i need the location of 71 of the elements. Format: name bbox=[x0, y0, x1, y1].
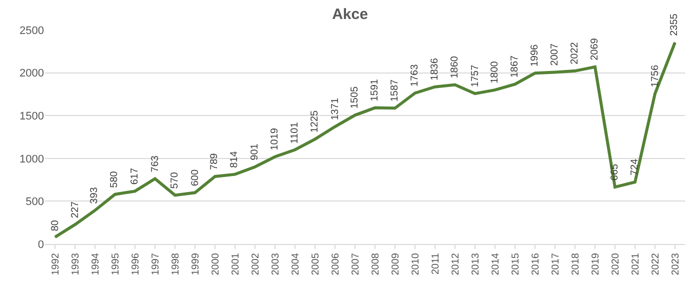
x-tick-label: 1998 bbox=[170, 252, 182, 276]
data-label: 1836 bbox=[430, 58, 441, 80]
data-label: 1860 bbox=[450, 56, 461, 78]
x-tick-label: 2021 bbox=[630, 252, 642, 276]
x-tick-label: 2012 bbox=[450, 252, 462, 276]
x-tick-label: 2018 bbox=[570, 252, 582, 276]
y-tick-label: 1500 bbox=[20, 110, 44, 122]
x-tick-label: 2017 bbox=[550, 252, 562, 276]
y-tick-label: 0 bbox=[38, 238, 44, 251]
x-tick-label: 1995 bbox=[110, 252, 122, 276]
data-label: 1757 bbox=[470, 64, 481, 88]
x-tick-label: 2020 bbox=[610, 252, 622, 276]
data-label: 2355 bbox=[669, 13, 680, 36]
x-tick-label: 1992 bbox=[50, 252, 62, 276]
data-label: 724 bbox=[629, 158, 640, 176]
data-label: 1101 bbox=[289, 122, 300, 144]
data-label: 1587 bbox=[389, 78, 400, 102]
x-tick-label: 2004 bbox=[290, 252, 302, 276]
data-label: 580 bbox=[109, 170, 120, 188]
x-tick-label: 2007 bbox=[350, 252, 362, 276]
data-label: 665 bbox=[609, 163, 620, 181]
data-label: 1996 bbox=[529, 44, 540, 67]
x-tick-label: 1999 bbox=[190, 252, 202, 276]
x-tick-label: 2019 bbox=[590, 252, 602, 276]
data-label: 1225 bbox=[309, 110, 320, 133]
data-label: 617 bbox=[129, 168, 140, 185]
data-label: 763 bbox=[150, 155, 161, 172]
x-tick-label: 2013 bbox=[470, 252, 482, 276]
data-label: 1371 bbox=[330, 97, 341, 120]
x-tick-label: 2022 bbox=[650, 252, 662, 276]
x-tick-label: 2008 bbox=[370, 252, 382, 276]
data-label: 2022 bbox=[570, 42, 581, 64]
x-tick-label: 2000 bbox=[210, 252, 222, 276]
data-label: 1800 bbox=[490, 60, 501, 84]
data-label: 1763 bbox=[409, 64, 420, 87]
data-label: 80 bbox=[50, 220, 61, 232]
x-tick-label: 1994 bbox=[90, 252, 102, 276]
data-label: 1019 bbox=[270, 128, 281, 150]
x-tick-label: 2010 bbox=[410, 252, 422, 276]
x-tick-label: 1997 bbox=[150, 252, 162, 276]
x-tick-label: 2015 bbox=[510, 252, 522, 276]
y-tick-label: 500 bbox=[26, 196, 44, 208]
data-label: 393 bbox=[89, 186, 100, 204]
x-tick-label: 2005 bbox=[310, 252, 322, 276]
data-label: 2007 bbox=[549, 43, 560, 66]
data-label: 789 bbox=[209, 152, 220, 170]
data-label: 1756 bbox=[650, 64, 661, 88]
x-tick-label: 2002 bbox=[250, 252, 262, 276]
x-tick-label: 2003 bbox=[270, 252, 282, 276]
y-tick-label: 1000 bbox=[20, 153, 44, 166]
x-tick-label: 2016 bbox=[530, 252, 542, 276]
chart-title: Akce bbox=[332, 6, 368, 24]
data-label: 600 bbox=[190, 169, 201, 186]
y-tick-label: 2500 bbox=[20, 24, 44, 37]
data-label: 901 bbox=[250, 143, 261, 160]
x-tick-label: 2006 bbox=[330, 252, 342, 276]
data-label: 1867 bbox=[509, 54, 520, 78]
x-tick-label: 2023 bbox=[670, 252, 682, 276]
data-label: 1505 bbox=[349, 86, 360, 109]
data-label: 227 bbox=[70, 200, 81, 218]
data-label: 570 bbox=[169, 172, 180, 189]
data-label: 1591 bbox=[370, 78, 381, 102]
y-tick-label: 2000 bbox=[20, 68, 44, 80]
data-label: 814 bbox=[229, 150, 240, 168]
data-label: 2069 bbox=[590, 38, 601, 60]
x-tick-label: 2011 bbox=[430, 252, 442, 275]
x-tick-label: 2001 bbox=[230, 252, 242, 276]
x-tick-label: 2014 bbox=[490, 252, 502, 276]
x-tick-label: 1996 bbox=[130, 252, 142, 276]
x-tick-label: 1993 bbox=[70, 252, 82, 276]
x-tick-label: 2009 bbox=[390, 252, 402, 276]
